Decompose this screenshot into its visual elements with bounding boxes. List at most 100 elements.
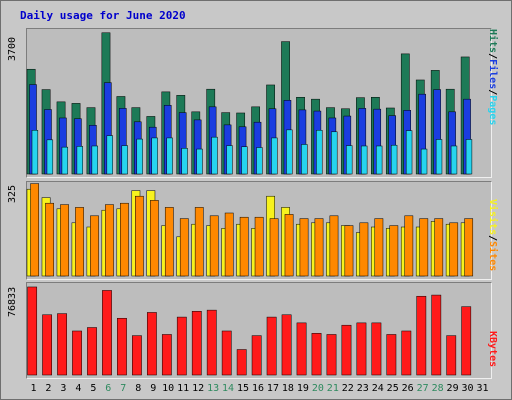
bar-pages-day-25 [390, 144, 398, 175]
bar-pages-day-16 [256, 147, 263, 175]
day-label-16: 16 [251, 383, 265, 394]
bar-kbytes-day-22 [341, 324, 352, 376]
day-label-5: 5 [90, 383, 97, 394]
bar-kbytes-day-23 [356, 322, 367, 376]
bar-kbytes-day-6 [102, 290, 112, 376]
bar-sites-day-15 [239, 216, 249, 277]
bar-kbytes-day-11 [176, 316, 187, 376]
day-label-8: 8 [135, 383, 142, 394]
bar-sites-day-16 [254, 216, 264, 277]
bar-pages-day-13 [211, 136, 218, 175]
day-label-21: 21 [326, 383, 339, 394]
bar-kbytes-day-20 [311, 333, 322, 376]
bar-kbytes-day-25 [386, 334, 397, 376]
bar-pages-day-1 [31, 129, 39, 175]
bar-pages-day-4 [76, 146, 83, 175]
bar-sites-day-13 [209, 215, 219, 277]
bar-sites-day-25 [389, 225, 399, 277]
bar-pages-day-23 [361, 145, 368, 175]
day-label-29: 29 [446, 383, 459, 394]
day-label-31: 31 [476, 383, 489, 394]
bar-pages-day-11 [181, 148, 188, 175]
bar-pages-day-10 [166, 137, 173, 175]
day-label-6: 6 [105, 383, 112, 394]
bar-kbytes-day-7 [117, 317, 127, 376]
bar-pages-day-19 [301, 144, 308, 175]
bar-kbytes-day-8 [132, 335, 142, 376]
bar-kbytes-day-12 [191, 311, 202, 376]
bar-sites-day-20 [314, 218, 324, 277]
day-label-22: 22 [341, 383, 354, 394]
bar-sites-day-2 [45, 202, 54, 277]
bar-kbytes-day-10 [161, 334, 172, 376]
bar-sites-day-7 [120, 202, 129, 277]
bar-kbytes-day-18 [281, 314, 292, 376]
bar-kbytes-day-15 [236, 349, 247, 376]
day-label-23: 23 [356, 383, 369, 394]
bar-pages-day-30 [465, 139, 473, 175]
bar-kbytes-day-24 [371, 322, 382, 376]
bar-sites-day-29 [449, 222, 459, 277]
bar-kbytes-day-26 [401, 330, 412, 376]
bar-sites-day-18 [284, 214, 294, 277]
hits-ymax-label: 3700 [7, 36, 18, 61]
kbytes-ymax-label: 76833 [7, 286, 18, 317]
bar-sites-day-30 [464, 218, 474, 277]
bar-sites-day-5 [90, 215, 99, 277]
bar-pages-day-7 [121, 145, 128, 175]
day-label-14: 14 [222, 383, 235, 394]
bar-sites-day-12 [194, 207, 204, 277]
day-label-30: 30 [461, 383, 474, 394]
usage-chart-svg [26, 32, 474, 376]
bar-kbytes-day-5 [87, 327, 97, 376]
day-label-27: 27 [416, 383, 429, 394]
day-label-19: 19 [296, 383, 309, 394]
day-label-18: 18 [281, 383, 294, 394]
bar-pages-day-3 [61, 146, 69, 175]
bar-sites-day-10 [164, 207, 174, 277]
day-label-7: 7 [120, 383, 127, 394]
bar-kbytes-day-2 [42, 314, 52, 376]
bar-sites-day-1 [30, 183, 39, 277]
bar-sites-day-21 [329, 215, 339, 277]
day-label-3: 3 [60, 383, 67, 394]
day-label-10: 10 [162, 383, 175, 394]
bar-pages-day-27 [420, 148, 428, 175]
bar-sites-day-17 [269, 218, 279, 277]
bar-kbytes-day-19 [296, 322, 307, 376]
bar-pages-day-21 [331, 131, 338, 175]
bar-kbytes-day-13 [206, 309, 217, 376]
bar-sites-day-24 [374, 218, 384, 277]
chart-title: Daily usage for June 2020 [20, 9, 186, 22]
bar-pages-day-9 [151, 137, 158, 175]
day-label-9: 9 [150, 383, 157, 394]
bar-pages-day-6 [106, 135, 113, 175]
bar-pages-day-15 [241, 146, 248, 175]
bar-kbytes-day-28 [431, 294, 442, 376]
bar-sites-day-22 [344, 225, 354, 277]
day-label-4: 4 [75, 383, 82, 394]
bar-sites-day-19 [299, 218, 309, 277]
bar-kbytes-day-4 [72, 330, 82, 376]
bar-kbytes-day-1 [27, 286, 38, 376]
bar-pages-day-26 [405, 130, 413, 175]
bar-kbytes-day-16 [251, 335, 262, 376]
bar-pages-day-28 [435, 139, 443, 175]
day-label-12: 12 [192, 383, 205, 394]
bar-pages-day-14 [226, 145, 233, 175]
bar-pages-day-20 [316, 129, 323, 175]
bar-sites-day-4 [75, 207, 84, 277]
bar-sites-day-26 [404, 215, 414, 277]
day-label-20: 20 [311, 383, 324, 394]
bar-pages-day-24 [376, 145, 383, 175]
bar-kbytes-day-14 [221, 330, 232, 376]
day-label-13: 13 [207, 383, 220, 394]
visits-ymax-label: 325 [7, 184, 18, 203]
bar-kbytes-day-27 [416, 295, 427, 376]
bar-kbytes-day-29 [446, 335, 457, 376]
bar-kbytes-day-3 [57, 313, 67, 376]
bar-sites-day-23 [359, 222, 369, 277]
bar-sites-day-14 [224, 212, 234, 277]
bar-pages-day-29 [450, 145, 458, 175]
bar-sites-day-11 [179, 218, 189, 277]
